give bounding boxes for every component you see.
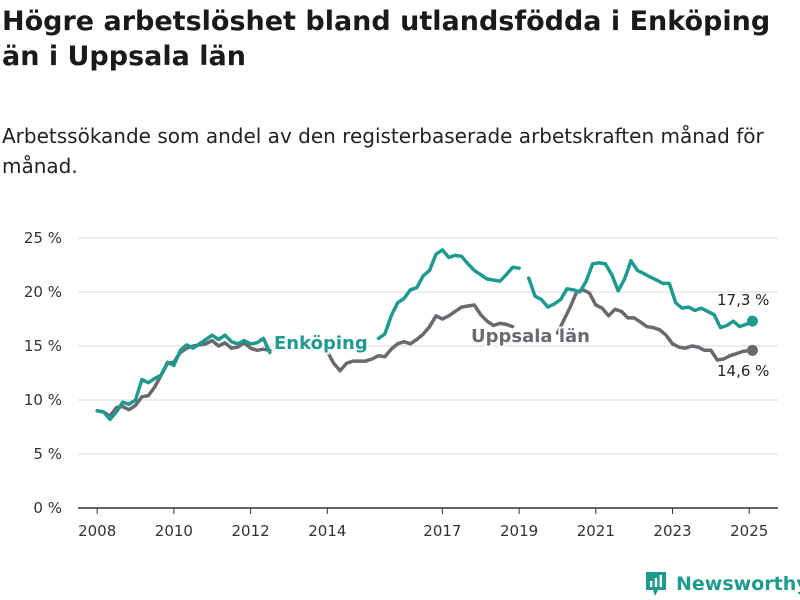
series-line-uppsala [325, 303, 515, 373]
series-label-uppsala: Uppsala län [471, 326, 590, 347]
newsworthy-logo-icon [646, 572, 666, 596]
chart-title: Högre arbetslöshet bland utlandsfödda i … [2, 6, 771, 72]
y-tick-label: 5 % [33, 445, 62, 463]
end-point-enkoping [746, 315, 758, 327]
x-axis-ticks: 2008 2010 2012 2014 2017 2019 2021 2023 2025 [78, 508, 768, 540]
x-tick-label: 2014 [308, 522, 346, 540]
grid-lines [78, 237, 778, 509]
y-tick-label: 25 % [24, 229, 62, 247]
series-line-enkoping [526, 258, 755, 330]
series-line-uppsala [555, 288, 755, 362]
x-tick-label: 2017 [423, 522, 461, 540]
brand-name: Newsworthy [676, 573, 800, 595]
brand-footer: Newsworthy [644, 569, 800, 599]
series-lines [95, 248, 755, 422]
end-markers [746, 315, 758, 356]
y-axis-ticks: 0 % 5 % 10 % 15 % 20 % 25 % [24, 229, 62, 517]
x-tick-label: 2019 [500, 522, 538, 540]
series-line-enkoping [376, 248, 521, 341]
y-tick-label: 10 % [24, 391, 62, 409]
x-tick-label: 2021 [577, 522, 615, 540]
end-value-label-uppsala: 14,6 % [717, 362, 769, 380]
x-tick-label: 2012 [232, 522, 270, 540]
series-line-enkoping [95, 333, 272, 422]
series-line-uppsala [95, 338, 272, 418]
x-tick-label: 2008 [78, 522, 116, 540]
chart-subtitle: Arbetssökande som andel av den registerb… [2, 124, 764, 178]
x-tick-label: 2025 [730, 522, 768, 540]
y-tick-label: 0 % [33, 499, 62, 517]
y-tick-label: 15 % [24, 337, 62, 355]
end-value-label-enkoping: 17,3 % [717, 291, 769, 309]
y-tick-label: 20 % [24, 283, 62, 301]
end-point-uppsala [746, 344, 758, 356]
x-tick-label: 2023 [653, 522, 691, 540]
series-label-enkoping: Enköping [274, 333, 368, 354]
x-tick-label: 2010 [155, 522, 193, 540]
